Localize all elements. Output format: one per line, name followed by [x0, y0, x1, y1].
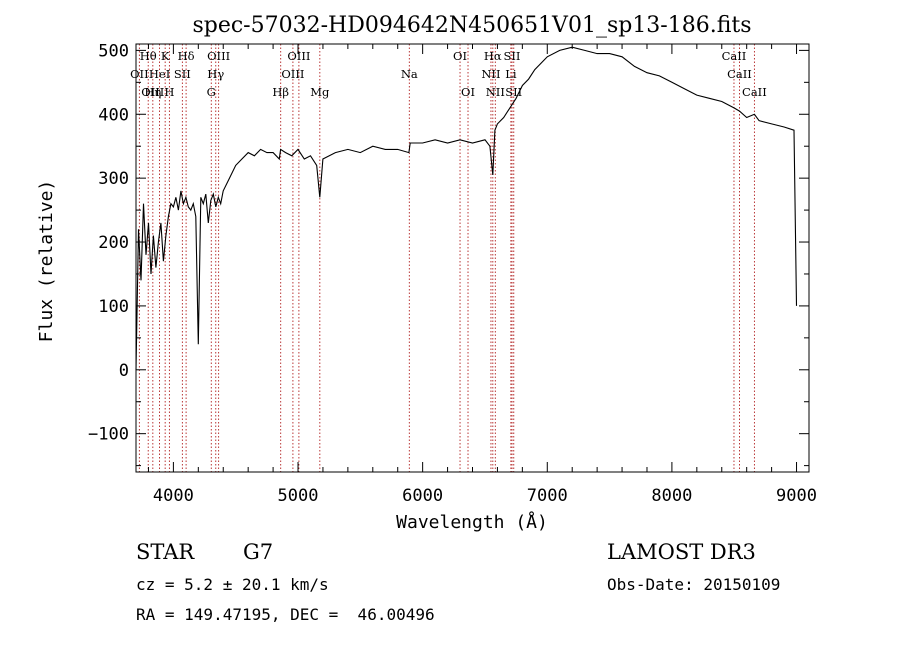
x-tick-label: 7000	[527, 486, 568, 506]
observation-date: Obs-Date: 20150109	[607, 575, 781, 594]
line-label: NII	[486, 85, 505, 99]
line-label: CaII	[727, 67, 752, 81]
spectral-subclass: G7	[243, 540, 274, 564]
line-label: OIII	[141, 85, 164, 99]
line-label: SII	[504, 49, 521, 63]
line-label: OI	[461, 85, 475, 99]
line-label: Mg	[310, 85, 330, 99]
y-tick-label: 500	[98, 41, 129, 61]
y-tick-label: 100	[98, 297, 129, 317]
y-tick-label: 200	[98, 233, 129, 253]
x-tick-label: 5000	[278, 486, 319, 506]
flux-series-line	[135, 46, 798, 370]
x-axis-label: Wavelength (Å)	[396, 511, 548, 533]
line-label: NII	[481, 67, 500, 81]
line-label: CaII	[742, 85, 767, 99]
x-tick-label: 9000	[776, 486, 817, 506]
object-class: STAR	[136, 540, 195, 564]
line-label: OI	[453, 49, 467, 63]
line-label: OIII	[281, 67, 304, 81]
line-label: OIII	[287, 49, 310, 63]
line-label: Hη	[144, 85, 161, 99]
line-label: OII	[130, 67, 149, 81]
line-label: Na	[401, 67, 418, 81]
y-axis-ticks: −100 0 100 200 300 400 500	[88, 41, 809, 467]
line-label: HeI	[149, 67, 170, 81]
plot-frame	[135, 43, 810, 473]
coordinates: RA = 149.47195, DEC = 46.00496	[136, 605, 435, 624]
x-tick-label: 8000	[651, 486, 692, 506]
line-label: Hβ	[272, 85, 289, 99]
x-tick-label: 6000	[402, 486, 443, 506]
survey-name: LAMOST DR3	[607, 540, 756, 564]
y-tick-label: 400	[98, 105, 129, 125]
line-label: G	[207, 85, 216, 99]
y-tick-label: 300	[98, 169, 129, 189]
line-label: K	[161, 49, 170, 63]
line-label: H	[164, 85, 174, 99]
line-label: Li	[505, 67, 517, 81]
x-tick-label: 4000	[153, 486, 194, 506]
y-tick-label: −100	[88, 425, 129, 445]
line-label: SII	[174, 67, 191, 81]
line-label: Hδ	[178, 49, 195, 63]
y-axis-label: Flux (relative)	[36, 180, 57, 343]
line-label: OIII	[207, 49, 230, 63]
line-label: Hγ	[207, 67, 224, 81]
line-label: Hα	[484, 49, 502, 63]
chart-title: spec-57032-HD094642N450651V01_sp13-186.f…	[192, 13, 751, 38]
line-label: Hθ	[140, 49, 157, 63]
line-label: CaII	[722, 49, 747, 63]
y-tick-label: 0	[119, 361, 129, 381]
x-axis-ticks: 4000 5000 6000 7000 8000 9000	[147, 44, 817, 506]
spectral-line-markers	[138, 44, 755, 472]
redshift-value: cz = 5.2 ± 20.1 km/s	[136, 575, 329, 594]
